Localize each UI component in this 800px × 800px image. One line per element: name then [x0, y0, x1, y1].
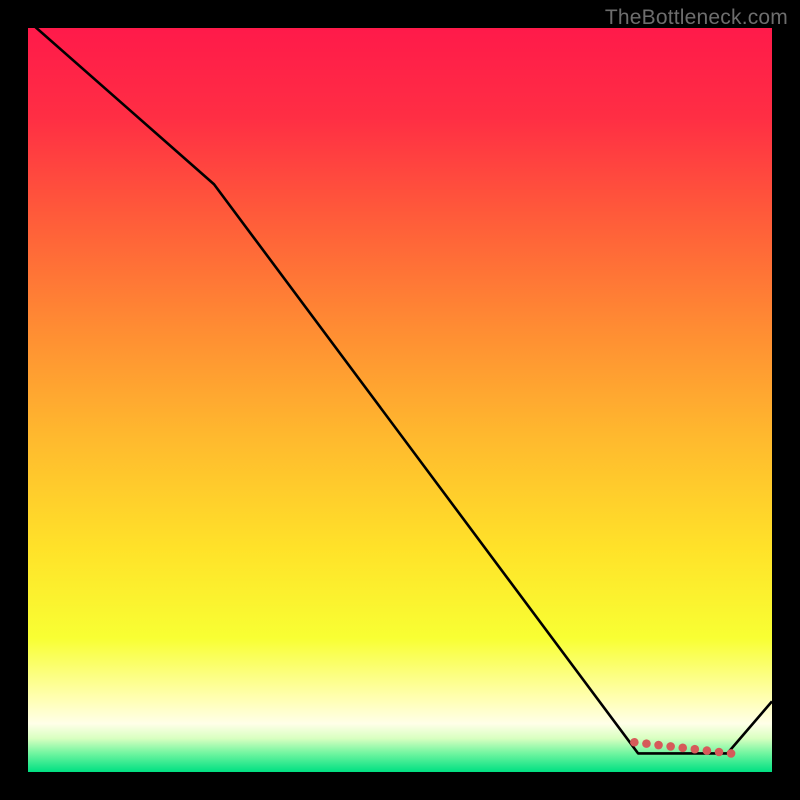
marker-dot: [654, 741, 663, 750]
chart-background: [28, 28, 772, 772]
marker-dot: [630, 738, 639, 747]
marker-dot: [642, 739, 651, 748]
marker-dot: [715, 748, 724, 757]
marker-dot: [727, 749, 736, 758]
marker-dot: [678, 744, 687, 753]
marker-dot: [691, 745, 700, 754]
marker-dot: [666, 742, 675, 751]
watermark-text: TheBottleneck.com: [605, 6, 788, 30]
chart-root: TheBottleneck.com: [0, 0, 800, 800]
marker-dot: [703, 746, 712, 755]
chart-svg: [0, 0, 800, 800]
